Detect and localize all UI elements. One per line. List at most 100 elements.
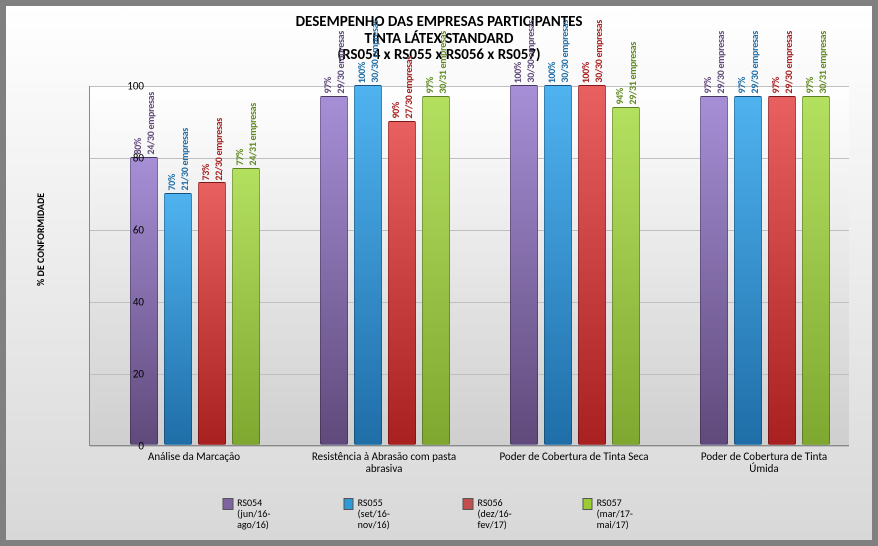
bar-count-label: 30/30 empresas: [592, 20, 605, 83]
x-category-label: Poder de Cobertura de Tinta Seca: [499, 451, 649, 463]
bar: [578, 85, 606, 445]
bar-cluster: 97%29/30 empresas97%29/30 empresas97%29/…: [700, 96, 830, 445]
bar: [768, 96, 796, 445]
bar-count-label: 30/30 empresas: [524, 20, 537, 83]
bar-labels: 77%24/31 empresas: [233, 103, 259, 166]
bar: [510, 85, 538, 445]
bar: [320, 96, 348, 445]
y-tick-label: 40: [104, 296, 144, 309]
bar: [198, 182, 226, 445]
bar-wrap: 100%30/30 empresas: [354, 85, 382, 445]
legend-item: RS056(dez/16-fev/17): [463, 497, 532, 530]
legend-swatch: [223, 498, 234, 510]
bar-labels: 70%21/30 empresas: [165, 128, 191, 191]
bar-labels: 97%29/30 empresas: [769, 31, 795, 94]
bar-count-label: 27/30 empresas: [402, 56, 415, 119]
bar-count-label: 29/30 empresas: [714, 31, 727, 94]
bar: [802, 96, 830, 445]
bar-pct-label: 70%: [165, 174, 178, 191]
bar-wrap: 97%29/30 empresas: [768, 96, 796, 445]
legend: RS054(jun/16-ago/16) RS055(set/16-nov/16)…: [223, 497, 656, 530]
bar-labels: 97%29/30 empresas: [321, 31, 347, 94]
title-line-1: DESEMPENHO DAS EMPRESAS PARTICIPANTES: [6, 14, 872, 31]
bar-pct-label: 100%: [579, 62, 592, 83]
x-category-label: Poder de Cobertura de Tinta Úmida: [689, 451, 839, 475]
bar-wrap: 100%30/30 empresas: [510, 85, 538, 445]
y-tick-label: 100: [104, 80, 144, 93]
bar-pct-label: 77%: [233, 149, 246, 166]
plot-area: 80%24/30 empresas70%21/30 empresas73%22/…: [89, 86, 849, 446]
bar-labels: 73%22/30 empresas: [199, 118, 225, 181]
y-tick-label: 20: [104, 368, 144, 381]
bar: [164, 193, 192, 445]
bar: [700, 96, 728, 445]
bar-pct-label: 90%: [389, 102, 402, 119]
bar-count-label: 29/31 empresas: [626, 42, 639, 105]
bar: [354, 85, 382, 445]
bar-pct-label: 97%: [735, 77, 748, 94]
bar-wrap: 100%30/30 empresas: [578, 85, 606, 445]
bar-count-label: 29/30 empresas: [334, 31, 347, 94]
bar-count-label: 22/30 empresas: [212, 118, 225, 181]
bar-count-label: 30/31 empresas: [816, 31, 829, 94]
bar-count-label: 24/31 empresas: [246, 103, 259, 166]
legend-text: RS057(mar/17-mai/17): [597, 497, 656, 530]
bar-pct-label: 97%: [803, 77, 816, 94]
bar-count-label: 30/30 empresas: [558, 20, 571, 83]
bar-pct-label: 100%: [545, 62, 558, 83]
legend-text: RS055(set/16-nov/16): [358, 497, 413, 530]
bar-pct-label: 97%: [321, 77, 334, 94]
bar-pct-label: 94%: [613, 88, 626, 105]
bar: [232, 168, 260, 445]
bar-pct-label: 73%: [199, 164, 212, 181]
legend-swatch: [582, 498, 593, 510]
bar-wrap: 77%24/31 empresas: [232, 168, 260, 445]
bar-pct-label: 97%: [423, 77, 436, 94]
bar-wrap: 70%21/30 empresas: [164, 193, 192, 445]
bar-labels: 94%29/31 empresas: [613, 42, 639, 105]
legend-swatch: [343, 498, 354, 510]
bar-wrap: 94%29/31 empresas: [612, 107, 640, 445]
bar-pct-label: 97%: [701, 77, 714, 94]
bar-pct-label: 100%: [511, 62, 524, 83]
bar-count-label: 29/30 empresas: [748, 31, 761, 94]
bar-labels: 90%27/30 empresas: [389, 56, 415, 119]
y-axis-title: % DE CONFORMIDADE: [34, 193, 47, 286]
bar-labels: 97%29/30 empresas: [735, 31, 761, 94]
grid-line: [90, 446, 849, 447]
x-category-label: Análise da Marcação: [119, 451, 269, 463]
bar-cluster: 97%29/30 empresas100%30/30 empresas90%27…: [320, 85, 450, 445]
y-tick-label: 80: [104, 152, 144, 165]
legend-text: RS054(jun/16-ago/16): [237, 497, 293, 530]
bar-wrap: 73%22/30 empresas: [198, 182, 226, 445]
bar-labels: 100%30/30 empresas: [511, 20, 537, 83]
bar: [734, 96, 762, 445]
chart-area: % DE CONFORMIDADE 80%24/30 empresas70%21…: [34, 86, 854, 481]
bar-count-label: 30/30 empresas: [368, 20, 381, 83]
bar: [388, 121, 416, 445]
bar-wrap: 97%29/30 empresas: [700, 96, 728, 445]
bar-pct-label: 97%: [769, 77, 782, 94]
bar-cluster: 80%24/30 empresas70%21/30 empresas73%22/…: [130, 157, 260, 445]
bar-labels: 97%29/30 empresas: [701, 31, 727, 94]
bar-wrap: 97%30/31 empresas: [802, 96, 830, 445]
bar-labels: 100%30/30 empresas: [579, 20, 605, 83]
bar: [544, 85, 572, 445]
legend-item: RS054(jun/16-ago/16): [223, 497, 294, 530]
bar-count-label: 24/30 empresas: [144, 92, 157, 155]
legend-item: RS055(set/16-nov/16): [343, 497, 413, 530]
bar-cluster: 100%30/30 empresas100%30/30 empresas100%…: [510, 85, 640, 445]
bar-count-label: 21/30 empresas: [178, 128, 191, 191]
y-tick-label: 60: [104, 224, 144, 237]
chart-frame: DESEMPENHO DAS EMPRESAS PARTICIPANTES TI…: [0, 0, 878, 546]
bar-wrap: 100%30/30 empresas: [544, 85, 572, 445]
legend-text: RS056(dez/16-fev/17): [478, 497, 532, 530]
bar-count-label: 29/30 empresas: [782, 31, 795, 94]
bar-wrap: 97%29/30 empresas: [734, 96, 762, 445]
bar-labels: 97%30/31 empresas: [423, 31, 449, 94]
bar-labels: 97%30/31 empresas: [803, 31, 829, 94]
bar-wrap: 97%29/30 empresas: [320, 96, 348, 445]
legend-item: RS057(mar/17-mai/17): [582, 497, 656, 530]
bar: [422, 96, 450, 445]
bar-wrap: 97%30/31 empresas: [422, 96, 450, 445]
